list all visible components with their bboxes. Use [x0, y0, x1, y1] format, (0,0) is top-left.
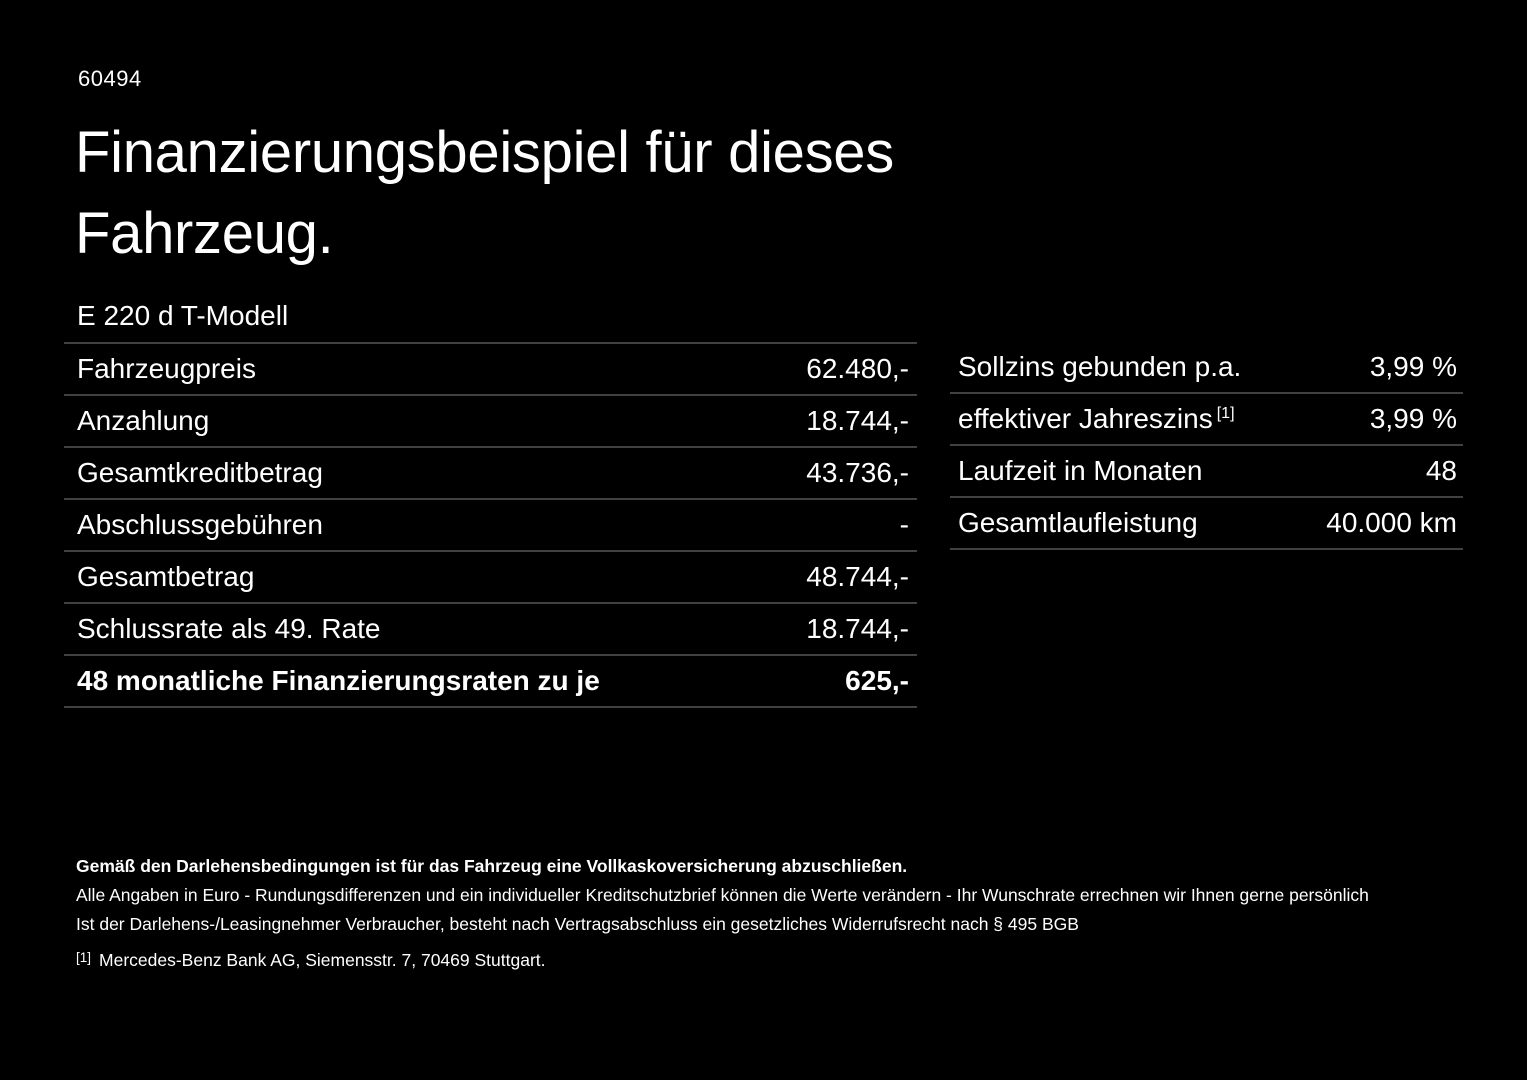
- bank-footnote: [1] Mercedes-Benz Bank AG, Siemensstr. 7,…: [76, 946, 1476, 976]
- table-row-total-credit: Gesamtkreditbetrag 43.736,-: [64, 446, 917, 498]
- row-label: Gesamtkreditbetrag: [77, 457, 323, 488]
- page-title-line-2: Fahrzeug.: [75, 201, 334, 266]
- row-value: 3,99 %: [1369, 403, 1457, 434]
- document-code: 60494: [78, 66, 142, 91]
- row-value: 48: [1425, 455, 1457, 486]
- table-row-term-months: Laufzeit in Monaten 48: [950, 446, 1463, 498]
- row-label: effektiver Jahreszins [1]: [958, 403, 1235, 435]
- row-label: Anzahlung: [77, 405, 210, 436]
- page-title: Finanzierungsbeispiel für dieses Fahrzeu…: [75, 112, 894, 274]
- table-row-vehicle-price: Fahrzeugpreis 62.480,-: [64, 342, 917, 394]
- row-value: 62.480,-: [806, 353, 909, 384]
- table-row-closing-fees: Abschlussgebühren -: [64, 498, 917, 550]
- row-value: 625,-: [845, 665, 909, 696]
- table-row-total-amount: Gesamtbetrag 48.744,-: [64, 550, 917, 602]
- legal-notes: Gemäß den Darlehensbedingungen ist für d…: [76, 852, 1476, 976]
- table-row-final-rate: Schlussrate als 49. Rate 18.744,-: [64, 602, 917, 654]
- financing-table: E 220 d T-Modell Fahrzeugpreis 62.480,- …: [64, 290, 917, 708]
- row-value: 18.744,-: [806, 405, 909, 436]
- table-row-effective-interest: effektiver Jahreszins [1] 3,99 %: [950, 394, 1463, 446]
- row-value: 3,99 %: [1369, 351, 1457, 382]
- footnote-marker: [1]: [1216, 405, 1235, 422]
- vehicle-model: E 220 d T-Modell: [77, 300, 289, 331]
- row-value: 18.744,-: [806, 613, 909, 644]
- footnote-marker: [1]: [76, 950, 92, 965]
- row-value: -: [899, 509, 909, 540]
- row-label: Sollzins gebunden p.a.: [958, 351, 1242, 382]
- bank-footnote-text: Mercedes-Benz Bank AG, Siemensstr. 7, 70…: [99, 950, 546, 970]
- table-row-total-mileage: Gesamtlaufleistung 40.000 km: [950, 498, 1463, 550]
- row-label: Gesamtbetrag: [77, 561, 255, 592]
- euro-note: Alle Angaben in Euro - Rundungsdifferenz…: [76, 885, 1369, 905]
- table-row-nominal-interest: Sollzins gebunden p.a. 3,99 %: [950, 342, 1463, 394]
- row-label: Abschlussgebühren: [77, 509, 323, 540]
- page-title-line-1: Finanzierungsbeispiel für dieses: [75, 120, 894, 185]
- insurance-note: Gemäß den Darlehensbedingungen ist für d…: [76, 856, 908, 876]
- row-label: Gesamtlaufleistung: [958, 507, 1198, 538]
- row-value: 48.744,-: [806, 561, 909, 592]
- table-row-down-payment: Anzahlung 18.744,-: [64, 394, 917, 446]
- row-value: 43.736,-: [806, 457, 909, 488]
- withdrawal-note: Ist der Darlehens-/Leasingnehmer Verbrau…: [76, 914, 1079, 934]
- conditions-table: Sollzins gebunden p.a. 3,99 % effektiver…: [950, 342, 1463, 550]
- row-label: Schlussrate als 49. Rate: [77, 613, 381, 644]
- row-label: Laufzeit in Monaten: [958, 455, 1203, 486]
- row-label: 48 monatliche Finanzierungsraten zu je: [77, 665, 600, 696]
- row-label-text: effektiver Jahreszins: [958, 403, 1213, 434]
- table-row-monthly-rate: 48 monatliche Finanzierungsraten zu je 6…: [64, 654, 917, 706]
- row-value: 40.000 km: [1326, 507, 1457, 538]
- row-label: Fahrzeugpreis: [77, 353, 256, 384]
